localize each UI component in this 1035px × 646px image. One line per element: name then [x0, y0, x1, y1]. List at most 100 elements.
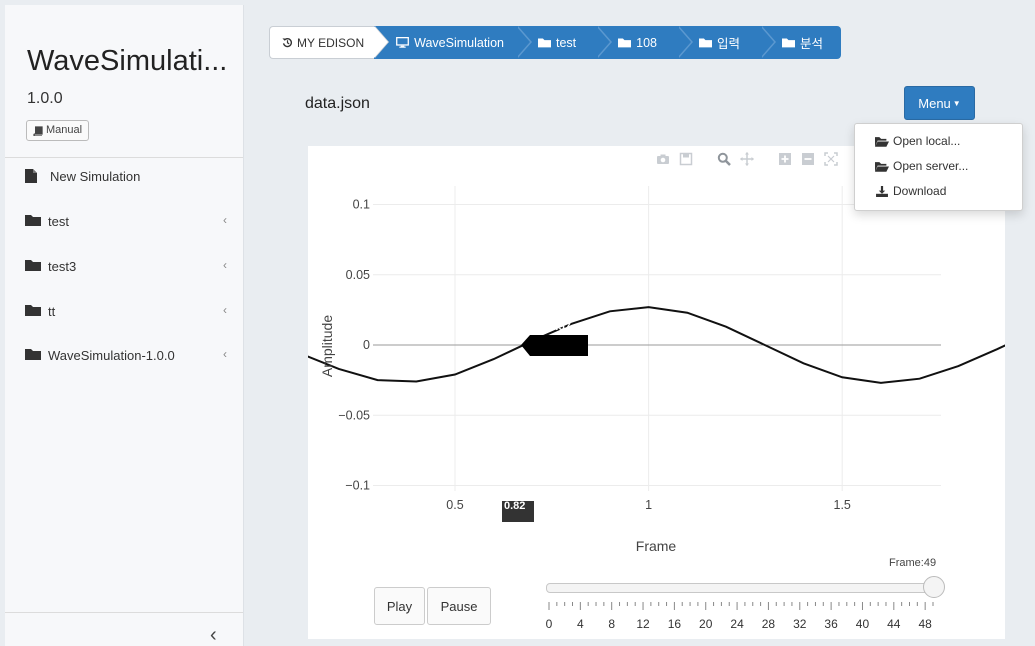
y-tick-label: 0.05	[346, 268, 370, 282]
x-tick-label: 1	[645, 498, 652, 512]
slider-tick-label: 44	[887, 617, 901, 631]
menu-item-label: Open server...	[893, 159, 969, 173]
menu-item-label: Open local...	[893, 134, 961, 148]
slider-tick-label: 16	[667, 617, 682, 631]
chevron-left-icon: ‹	[223, 347, 227, 361]
sidebar: WaveSimulati... 1.0.0 Manual New Simulat…	[5, 5, 244, 646]
folder-icon	[782, 38, 796, 48]
monitor-icon	[396, 37, 410, 48]
frame-label: Frame:49	[889, 557, 937, 569]
folder-icon	[25, 304, 43, 318]
sidebar-divider	[5, 612, 243, 613]
app-title: WaveSimulati...	[27, 45, 228, 77]
file-icon	[25, 169, 43, 183]
x-axis-label: Frame	[636, 538, 677, 554]
book-icon	[33, 125, 43, 136]
hover-label-y: 0.007457	[521, 321, 588, 356]
slider-tick-label: 20	[699, 617, 713, 631]
x-tick-labels: 0.511.522.53	[446, 498, 851, 512]
chevron-left-icon: ‹	[223, 258, 227, 272]
breadcrumb-label: test	[555, 35, 577, 50]
folder-icon	[537, 38, 551, 48]
breadcrumb-item-wavesimulation[interactable]: WaveSimulation	[374, 26, 532, 59]
line-chart: 0.10.050−0.05−0.1 0.511.522.53 Frame Amp…	[308, 186, 1005, 554]
slider-tick-label: 4	[577, 617, 584, 631]
zoom-in-icon[interactable]	[778, 152, 792, 166]
menu-button-label: Menu	[918, 95, 951, 111]
frame-slider-thumb[interactable]	[923, 576, 945, 598]
plot-card	[308, 146, 1005, 639]
menu-item-open-local[interactable]: Open local...	[875, 132, 960, 150]
y-tick-label: 0	[363, 338, 370, 352]
x-tick-label: 0.5	[446, 498, 463, 512]
folder-open-icon	[875, 161, 889, 172]
y-axis-label: Amplitude	[319, 315, 335, 377]
sidebar-divider	[5, 157, 243, 158]
menu-button[interactable]: Menu ▼	[904, 86, 975, 120]
series-line	[308, 306, 1005, 384]
breadcrumb-label: 입력	[717, 37, 741, 51]
folder-icon	[618, 38, 632, 48]
folder-icon	[25, 348, 43, 362]
folder-icon	[25, 214, 43, 228]
camera-icon[interactable]	[656, 152, 670, 166]
hover-label-x: 0.82	[502, 500, 534, 522]
x-tick-label: 1.5	[834, 498, 851, 512]
breadcrumb: MY EDISON WaveSimulation test 108 입력 분석	[269, 26, 842, 59]
history-icon	[282, 38, 293, 48]
slider-tick-label: 24	[730, 617, 744, 631]
topbar: MY EDISON WaveSimulation test 108 입력 분석	[252, 5, 1035, 70]
slider-tick-label: 28	[761, 617, 776, 631]
zoom-icon[interactable]	[717, 152, 731, 166]
sidebar-item-label: test	[48, 213, 69, 229]
y-tick-label: −0.05	[338, 408, 370, 422]
y-tick-labels: 0.1 0.05 0 −0.05 −0.1	[338, 198, 370, 493]
frame-slider-track[interactable]	[546, 583, 939, 593]
y-tick-label: 0.1	[353, 198, 370, 212]
manual-label: Manual	[46, 124, 83, 136]
sidebar-item-label: WaveSimulation-1.0.0	[48, 347, 175, 363]
sidebar-item-test[interactable]: test ‹	[25, 210, 235, 232]
chevron-left-icon: ‹	[223, 213, 227, 227]
slider-tick-label: 32	[793, 617, 807, 631]
pause-button[interactable]: Pause	[427, 587, 491, 625]
slider-tick-label: 0	[545, 617, 553, 631]
menu-item-label: Download	[893, 184, 947, 198]
menu-item-download[interactable]: Download	[875, 182, 946, 200]
sidebar-item-test3[interactable]: test3 ‹	[25, 255, 235, 277]
caret-down-icon: ▼	[952, 98, 961, 108]
folder-icon	[699, 38, 712, 48]
slider-tick-label: 40	[855, 617, 870, 631]
zoom-out-icon[interactable]	[801, 152, 815, 166]
slider-tick-label: 36	[824, 617, 838, 631]
sidebar-item-label: test3	[48, 258, 77, 274]
slider-tick-label: 8	[608, 617, 616, 631]
file-title: data.json	[305, 95, 370, 112]
sidebar-item-tt[interactable]: tt ‹	[25, 300, 235, 322]
menu-item-open-server[interactable]: Open server...	[875, 157, 968, 175]
manual-button[interactable]: Manual	[26, 120, 90, 141]
sidebar-item-wavesimulation[interactable]: WaveSimulation-1.0.0 ‹	[25, 344, 235, 366]
y-tick-label: −0.1	[345, 479, 370, 493]
breadcrumb-label: 108	[636, 35, 657, 50]
sidebar-collapse-button[interactable]: ‹	[210, 624, 217, 646]
plot-modebar	[656, 152, 838, 166]
download-icon	[876, 185, 888, 197]
sidebar-item-new-simulation[interactable]: New Simulation	[25, 165, 235, 187]
svg-text:0.82: 0.82	[504, 500, 525, 512]
slider-tick-label: 48	[918, 617, 932, 631]
frame-slider-ticks	[548, 602, 934, 610]
autoscale-icon[interactable]	[824, 152, 838, 166]
breadcrumb-label: 분석	[800, 37, 824, 51]
pan-icon[interactable]	[740, 152, 754, 166]
play-button[interactable]: Play	[374, 587, 425, 625]
app-version: 1.0.0	[27, 90, 63, 107]
menu-dropdown: Open local... Open server... Download	[854, 123, 1023, 211]
breadcrumb-home-label: MY EDISON	[297, 35, 365, 50]
svg-text:0.007457: 0.007457	[525, 321, 571, 333]
breadcrumb-home[interactable]: MY EDISON	[269, 26, 390, 59]
chart-grid	[373, 186, 941, 491]
breadcrumb-label: WaveSimulation	[414, 35, 504, 50]
save-icon[interactable]	[679, 152, 693, 166]
folder-open-icon	[875, 136, 889, 147]
